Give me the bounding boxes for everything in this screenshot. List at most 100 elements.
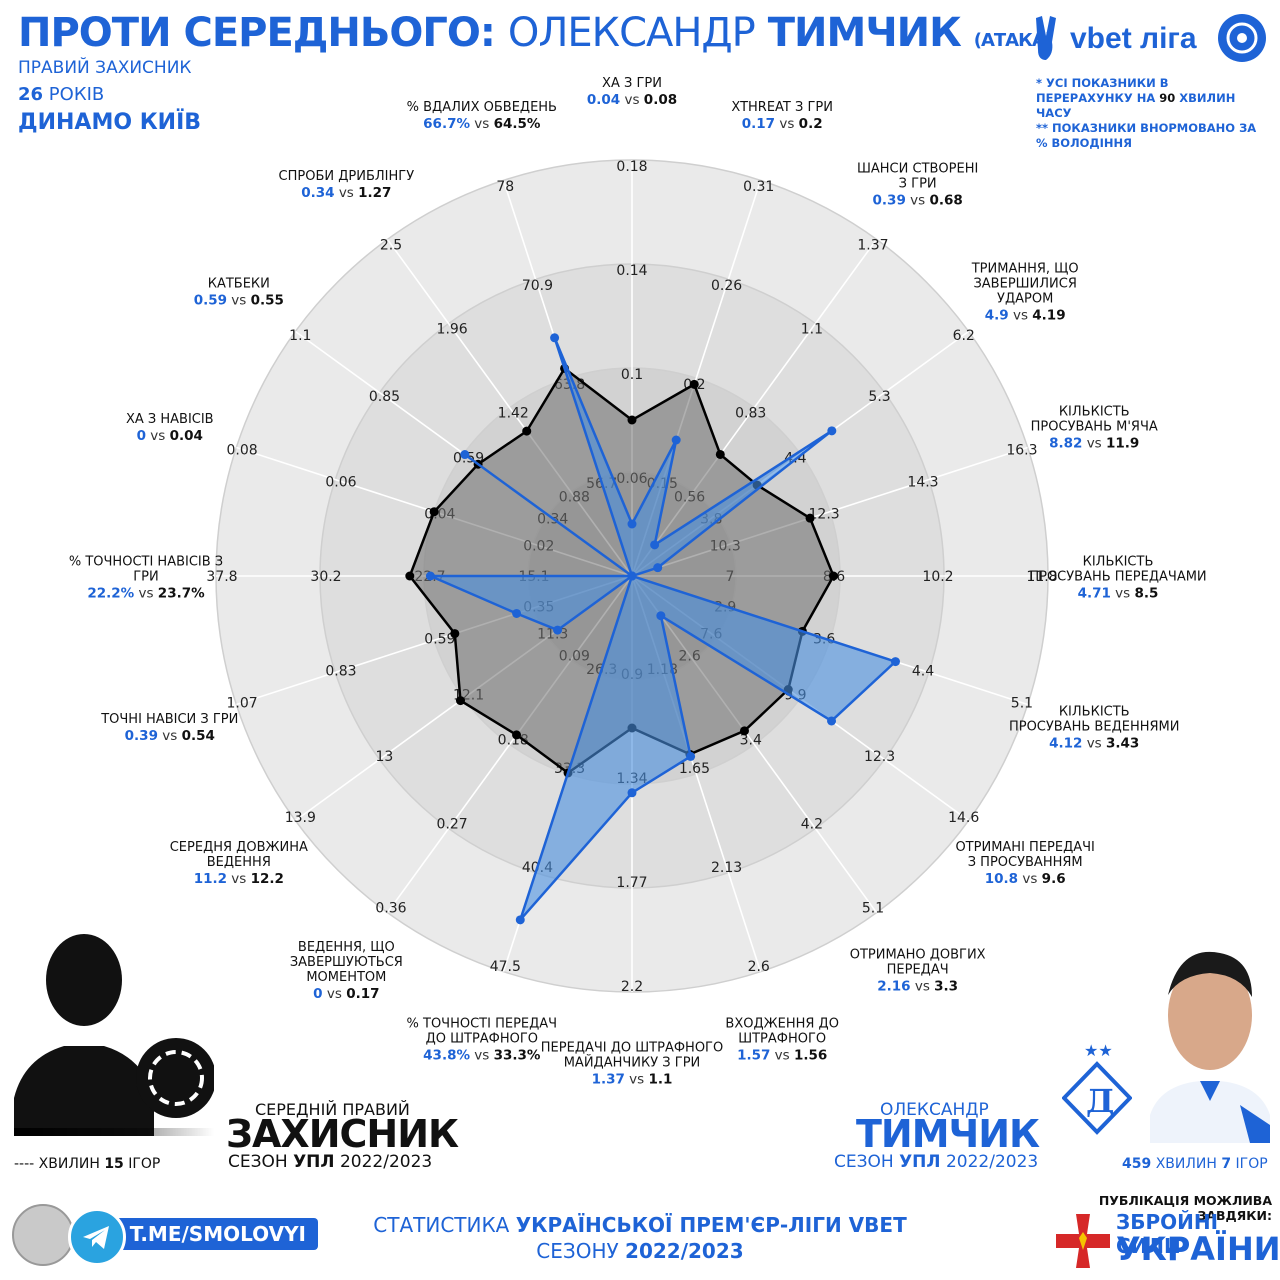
axis-label: % ВДАЛИХ ОБВЕДЕНЬ	[407, 100, 557, 115]
avg-value: 33.3%	[494, 1048, 541, 1064]
avg-legend-line1: СЕРЕДНІЙ ПРАВИЙ	[255, 1100, 410, 1119]
axis-label: ШТРАФНОГО	[738, 1032, 826, 1047]
tick-label: 1.1	[289, 328, 311, 344]
player-value: 43.8%	[423, 1048, 470, 1064]
avg-point	[715, 449, 725, 459]
tick-label: 13	[376, 749, 394, 765]
axis-values: 0.17 vs 0.2	[742, 116, 823, 132]
zsu-cross-icon	[1054, 1212, 1112, 1270]
telegram-link[interactable]: T.ME/SMOLOVYI	[112, 1218, 318, 1250]
tick-label: 0.83	[735, 406, 766, 422]
tick-label: 0.08	[226, 442, 257, 458]
tick-label: 0.1	[621, 367, 643, 383]
dynamo-kyiv-logo-icon: ★★ Д	[1061, 1040, 1133, 1140]
player-photo	[1140, 935, 1280, 1143]
player-value: 0	[313, 986, 322, 1002]
axis-label: ПРОСУВАНЬ ВЕДЕННЯМИ	[1009, 720, 1180, 735]
axis-label: ОТРИМАНІ ПЕРЕДАЧІ	[955, 840, 1094, 855]
avg-value: 8.5	[1135, 586, 1159, 602]
player-value: 0	[137, 428, 146, 444]
player-value: 11.2	[194, 871, 227, 887]
player-point	[671, 435, 681, 445]
axis-label: ОТРИМАНО ДОВГИХ	[850, 948, 986, 963]
axis-label: ГРИ	[133, 570, 159, 585]
tick-label: 11.8	[1026, 569, 1057, 585]
avg-point	[429, 507, 439, 517]
axis-label: ПЕРЕДАЧ	[887, 963, 949, 978]
tick-label: 0.06	[325, 474, 356, 490]
player-value: 0.39	[125, 728, 158, 744]
axis-values: 4.71 vs 8.5	[1078, 586, 1159, 602]
axis-values: 0.59 vs 0.55	[194, 292, 284, 308]
tick-label: 1.77	[616, 875, 647, 891]
player-point	[515, 915, 525, 925]
player-value: 0.39	[873, 192, 906, 208]
axis-label: КІЛЬКІСТЬ	[1059, 705, 1130, 720]
axis-label: З ГРИ	[899, 176, 937, 191]
silhouette-avatar	[14, 928, 216, 1136]
telegram-icon[interactable]	[68, 1208, 126, 1266]
axis-label: ТОЧНІ НАВІСИ З ГРИ	[100, 712, 238, 727]
axis-label: ПРОСУВАНЬ ПЕРЕДАЧАМИ	[1029, 570, 1206, 585]
axis-values: 8.82 vs 11.9	[1049, 435, 1139, 451]
tick-label: 5.1	[1011, 696, 1033, 712]
victory-hand-icon	[1036, 16, 1056, 60]
avg-value: 4.19	[1032, 307, 1065, 323]
axis-label: СЕРЕДНЯ ДОВЖИНА	[170, 840, 308, 855]
player-legend-line2: ТИМЧИК	[856, 1112, 1040, 1156]
player-point	[512, 608, 522, 618]
axis-label: ПРОСУВАНЬ М'ЯЧА	[1031, 419, 1158, 434]
avg-point	[405, 571, 415, 581]
notes: * УСІ ПОКАЗНИКИ В ПЕРЕРАХУНКУ НА 90 ХВИЛ…	[1036, 76, 1266, 151]
axis-values: 0.39 vs 0.68	[873, 192, 963, 208]
tick-label: 30.2	[310, 569, 341, 585]
player-legend-season: СЕЗОН УПЛ 2022/2023	[834, 1152, 1039, 1172]
tick-label: 0.31	[743, 179, 774, 195]
axis-label: КІЛЬКІСТЬ	[1059, 404, 1130, 419]
player-legend-line1: ОЛЕКСАНДР	[880, 1100, 989, 1120]
axis-values: 1.37 vs 1.1	[592, 1072, 673, 1088]
player-age: 26 РОКІВ	[18, 84, 104, 105]
tick-label: 6.2	[953, 328, 975, 344]
axis-values: 10.8 vs 9.6	[985, 871, 1066, 887]
avg-point	[805, 513, 815, 523]
tick-label: 0.26	[711, 278, 742, 294]
tick-label: 4.2	[801, 817, 823, 833]
avg-point	[455, 696, 465, 706]
tick-label: 0.83	[325, 664, 356, 680]
axis-label: % ТОЧНОСТІ НАВІСІВ З	[69, 555, 223, 570]
player-value: 0.59	[194, 292, 227, 308]
note-1: * УСІ ПОКАЗНИКИ В ПЕРЕРАХУНКУ НА 90 ХВИЛ…	[1036, 76, 1236, 120]
player-point	[656, 611, 666, 621]
tick-label: 0.59	[424, 631, 455, 647]
note-2: ** ПОКАЗНИКИ ВНОРМОВАНО ЗА % ВОЛОДІННЯ	[1036, 121, 1257, 150]
avg-point	[829, 571, 838, 581]
player-value: 2.16	[877, 979, 910, 995]
axis-values: 4.9 vs 4.19	[985, 307, 1066, 323]
axis-label: ВЕДЕННЯ, ЩО	[298, 940, 395, 955]
title-first-name: ОЛЕКСАНДР	[507, 10, 756, 56]
axis-values: 0 vs 0.17	[313, 986, 379, 1002]
avg-value: 0.54	[182, 728, 215, 744]
tick-label: 47.5	[490, 959, 521, 975]
axis-label: ВХОДЖЕННЯ ДО	[725, 1017, 839, 1032]
axis-label: % ТОЧНОСТІ ПЕРЕДАЧ	[407, 1017, 558, 1032]
chart-series	[405, 333, 900, 925]
player-value: 8.82	[1049, 435, 1082, 451]
player-point	[627, 571, 637, 581]
sponsor-line1: ЗБРОЙНІ СИЛИ	[1116, 1210, 1219, 1258]
